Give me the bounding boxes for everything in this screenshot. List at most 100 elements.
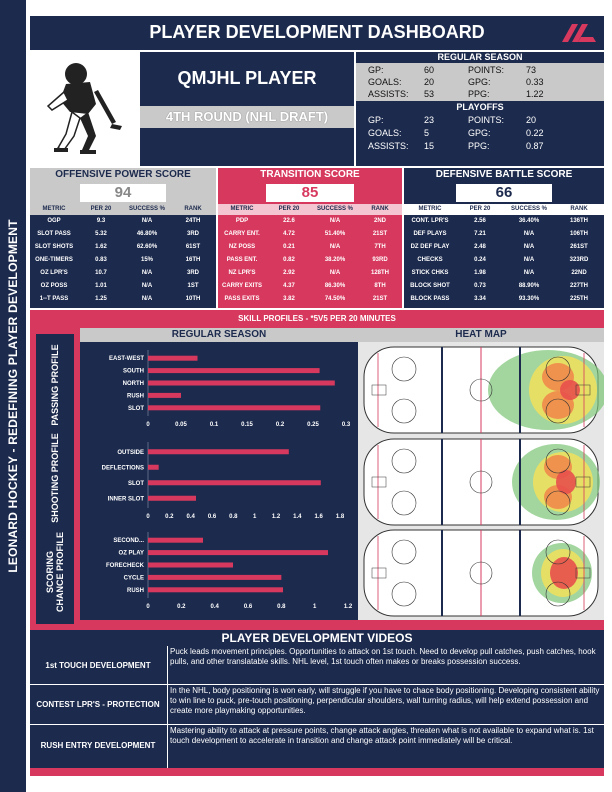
video-column-divider: [167, 646, 168, 768]
offensive-cell: 15%: [140, 257, 153, 263]
defensive-row: BLOCK SHOT 0.73 88.90% 227TH: [404, 281, 604, 292]
chart-category-label: SLOT: [128, 406, 144, 412]
chart-category-label: SLOT: [128, 481, 144, 487]
defensive-cell: N/A: [523, 231, 535, 237]
rs-assists-label: ASSISTS:: [368, 89, 409, 99]
chart-tick-label: 0: [146, 422, 150, 428]
videos-title: PLAYER DEVELOPMENT VIDEOS: [221, 631, 413, 645]
chart-bar: [148, 574, 282, 580]
heat-blob: [560, 380, 580, 400]
offensive-cell: 24TH: [185, 218, 201, 224]
defensive-cell: 0.24: [474, 257, 486, 263]
def-h-success: SUCCESS %: [510, 206, 547, 212]
rs-gp-label: GP:: [368, 65, 384, 75]
po-gpg: 0.22: [526, 128, 544, 138]
transition-row: CARRY EXITS 4.37 86.30% 8TH: [218, 281, 402, 292]
rs-gpg: 0.33: [526, 77, 544, 87]
chart-bar: [148, 587, 283, 593]
transition-row: CARRY ENT. 4.72 51.40% 21ST: [218, 229, 402, 240]
defensive-cell: 22ND: [571, 270, 587, 276]
chart-tick-label: 1.4: [293, 514, 302, 520]
transition-cell: 21ST: [372, 231, 388, 237]
sidebar-strip: LEONARD HOCKEY - REDEFINING PLAYER DEVEL…: [0, 0, 26, 792]
po-goals: 5: [424, 128, 430, 138]
rs-ppg: 1.22: [526, 89, 544, 99]
goal-crease: [575, 476, 591, 488]
chart-category-label: OZ PLAY: [119, 551, 144, 557]
offensive-cell: 61ST: [185, 244, 201, 250]
offensive-cell: 3RD: [186, 270, 199, 276]
defensive-row: DZ DEF PLAY 2.48 N/A 261ST: [404, 242, 604, 253]
heat-maps-area: [358, 342, 608, 620]
transition-cell: 93RD: [372, 257, 388, 263]
chart-tick-label: 0: [146, 604, 150, 610]
video-label-contest-lprs[interactable]: CONTEST LPR'S - PROTECTION: [36, 700, 160, 709]
transition-cell: 2.92: [283, 270, 295, 276]
video-label-1st-touch[interactable]: 1st TOUCH DEVELOPMENT: [45, 660, 151, 670]
video-label-rush-entry[interactable]: RUSH ENTRY DEVELOPMENT: [40, 740, 156, 750]
chart-bar: [148, 464, 159, 470]
def-h-rank: RANK: [570, 206, 588, 212]
offensive-cell: N/A: [141, 270, 153, 276]
chart-tick-label: 0.3: [342, 422, 351, 428]
title-bar: PLAYER DEVELOPMENT DASHBOARD: [30, 16, 604, 50]
chart-category-label: FORECHECK: [106, 563, 145, 569]
chart-bar: [148, 480, 321, 486]
defensive-cell: BLOCK SHOT: [410, 283, 450, 289]
defensive-cell: 93.30%: [518, 296, 540, 302]
rs-gpg-label: GPG:: [468, 77, 491, 87]
offensive-cell: 1.25: [95, 296, 107, 302]
videos-title-bar: PLAYER DEVELOPMENT VIDEOS: [30, 630, 604, 646]
transition-row: PDP 22.6 N/A 2ND: [218, 216, 402, 227]
video-desc-contest-lprs: In the NHL, body positioning is won earl…: [170, 686, 600, 715]
defensive-row: BLOCK PASS 3.34 93.30% 225TH: [404, 294, 604, 305]
po-assists: 15: [424, 141, 435, 151]
offensive-cell: 5.32: [95, 231, 107, 237]
transition-row: PASS ENT. 0.82 38.20% 93RD: [218, 255, 402, 266]
chart-tick-label: 0.4: [210, 604, 219, 610]
transition-row: PASS EXITS 3.82 74.50% 21ST: [218, 294, 402, 305]
defensive-score-strip: 66: [404, 182, 604, 204]
transition-cell: 21ST: [372, 296, 388, 302]
offensive-cell: SLOT SHOTS: [34, 244, 74, 250]
player-draft-block: 4TH ROUND (NHL DRAFT): [140, 106, 354, 128]
goal-crease: [371, 476, 387, 488]
skill-profiles-bar: SKILL PROFILES - *5V5 PER 20 MINUTES: [30, 310, 604, 328]
transition-title: TRANSITION SCORE: [260, 169, 360, 180]
chart-tick-label: 1.8: [336, 514, 345, 520]
season-stats: REGULAR SEASON GP: 60 POINTS: 73 GOALS: …: [356, 52, 604, 166]
defensive-cell: 0.73: [474, 283, 486, 289]
video-divider-2: [30, 724, 604, 725]
chart-category-label: DEFLECTIONS: [102, 465, 144, 471]
offensive-row: OZ POSS 1.01 N/A 1ST: [30, 281, 216, 292]
chart-category-label: OUTSIDE: [117, 450, 144, 456]
defensive-cell: 2.56: [474, 218, 486, 224]
defensive-cell: 36.40%: [518, 218, 540, 224]
transition-cell: N/A: [329, 218, 341, 224]
defensive-cell: N/A: [523, 270, 535, 276]
defensive-row: CONT. LPR'S 2.56 36.40% 136TH: [404, 216, 604, 227]
charts-bottom-strip: [80, 620, 604, 630]
def-h-per20: PER 20: [469, 206, 491, 212]
chart-tick-label: 0.1: [210, 422, 219, 428]
chart-category-label: RUSH: [127, 588, 144, 594]
transition-cell: 7TH: [374, 244, 386, 250]
video-desc-1st-touch: Puck leads movement principles. Opportun…: [170, 647, 596, 666]
chart-tick-label: 1.6: [314, 514, 323, 520]
goal-crease: [575, 384, 591, 396]
defensive-cell: BLOCK PASS: [410, 296, 450, 302]
transition-score-strip: 85: [218, 182, 402, 204]
offensive-row: SLOT SHOTS 1.62 62.60% 61ST: [30, 242, 216, 253]
bar-charts: EAST-WEST SOUTH NORTH RUSH SLOT 0 0.05 0.1 0.15 0…: [102, 350, 353, 610]
defensive-cell: N/A: [523, 244, 535, 250]
faceoff-circle: [545, 448, 571, 474]
chart-tick-label: 0.15: [241, 422, 253, 428]
def-h-metric: METRIC: [418, 206, 442, 212]
chart-bar: [148, 562, 233, 568]
faceoff-circle: [545, 356, 571, 382]
video-divider-1: [30, 684, 604, 685]
offensive-cell: 62.60%: [136, 244, 158, 250]
chart-tick-label: 1.2: [344, 604, 353, 610]
defensive-cell: 227TH: [569, 283, 588, 289]
po-goals-label: GOALS:: [368, 128, 402, 138]
